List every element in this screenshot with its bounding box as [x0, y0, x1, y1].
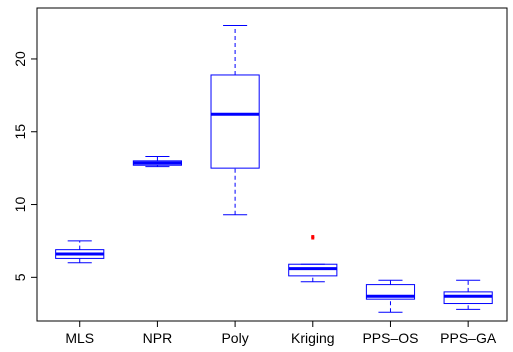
y-tick-label: 5 — [12, 273, 28, 281]
iqr-box — [365, 284, 416, 300]
y-tick-label: 15 — [12, 124, 28, 140]
outlier-point — [311, 235, 315, 239]
boxes-group — [55, 24, 493, 313]
x-tick-label: MLS — [65, 330, 94, 346]
box-npr — [132, 155, 182, 168]
y-axis: 5 10 15 20 — [12, 51, 37, 281]
box-poly — [210, 24, 260, 216]
x-tick-label: NPR — [143, 330, 173, 346]
box-pps-os — [365, 279, 416, 313]
iqr-box — [210, 74, 260, 169]
box-mls — [55, 240, 105, 264]
y-tick-label: 10 — [12, 197, 28, 213]
x-tick-label: PPS–OS — [362, 330, 418, 346]
box-kriging — [288, 235, 338, 283]
x-axis-labels: MLS NPR Poly Kriging PPS–OS PPS–GA — [65, 321, 497, 346]
plot-frame — [36, 7, 508, 322]
x-tick-label: Kriging — [291, 330, 335, 346]
x-tick-label: PPS–GA — [440, 330, 497, 346]
box-pps-ga — [443, 279, 493, 310]
y-tick-label: 20 — [12, 51, 28, 67]
x-tick-label: Poly — [221, 330, 248, 346]
